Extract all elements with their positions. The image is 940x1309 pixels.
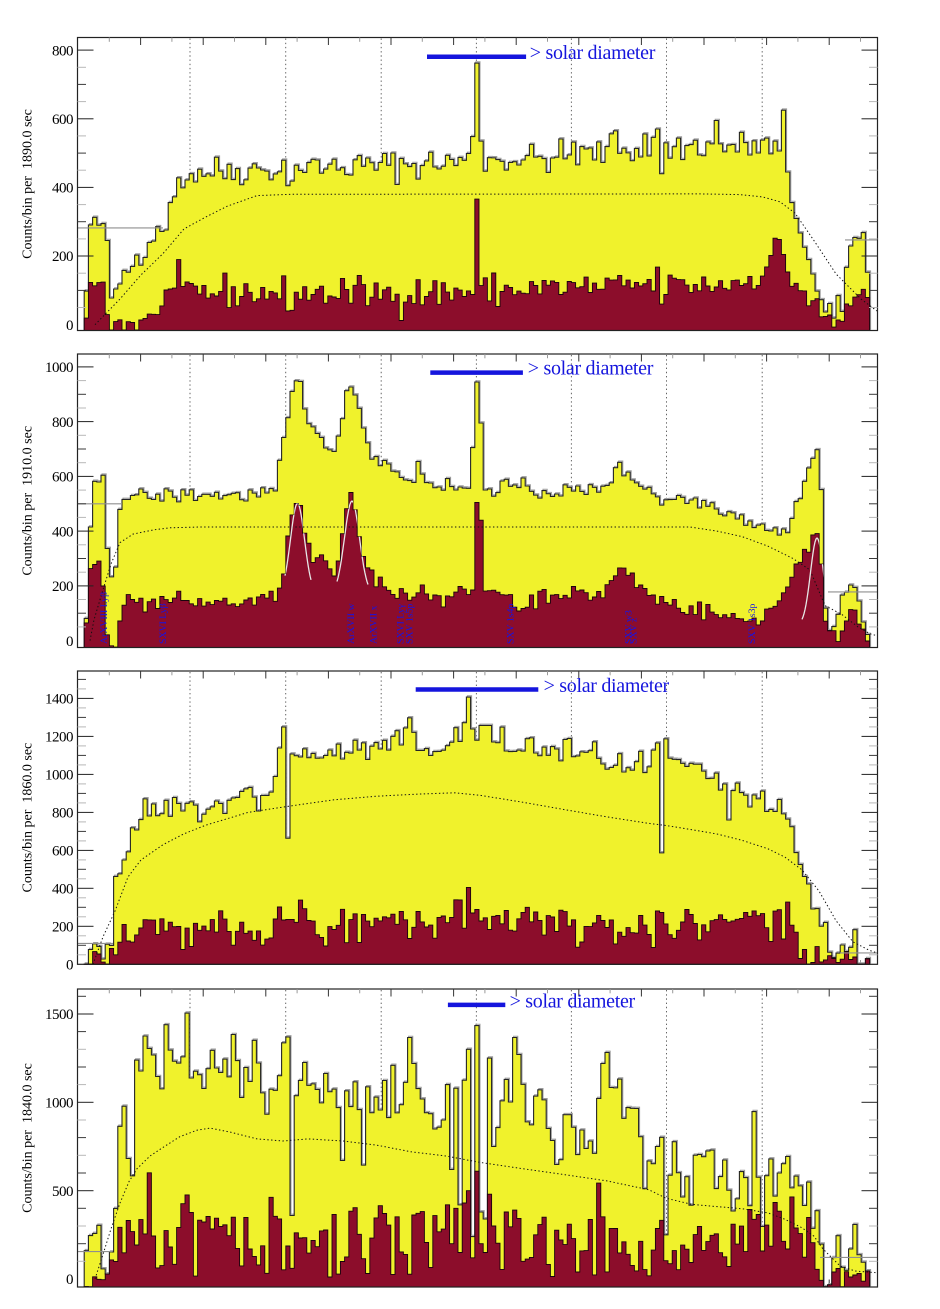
svg-text:0: 0 [66,634,73,650]
svg-text:SXV 1s3p: SXV 1s3p [747,604,758,644]
svg-text:200: 200 [52,579,73,595]
svg-text:SXVI Lyβ: SXVI Lyβ [158,603,169,644]
svg-text:Counts/bin per 1910.0 sec: Counts/bin per 1910.0 sec [21,426,36,576]
svg-text:Counts/bin per 1890.0 sec: Counts/bin per 1890.0 sec [21,109,36,259]
svg-text:0: 0 [66,318,73,334]
svg-text:ArXVIII Lyβ: ArXVIII Lyβ [99,592,110,644]
svg-text:SXV z: SXV z [629,617,640,644]
svg-text:ArXVII x: ArXVII x [369,606,380,644]
svg-text:800: 800 [52,415,73,431]
svg-text:SXV w3: SXV w3 [624,610,635,644]
svg-text:> solar diameter: > solar diameter [510,990,636,1012]
svg-text:1000: 1000 [45,360,73,376]
svg-text:SXVI Lyγ: SXVI Lyγ [396,603,407,644]
svg-text:400: 400 [52,882,73,898]
svg-text:800: 800 [52,43,73,59]
svg-text:200: 200 [52,249,73,265]
svg-text:1500: 1500 [45,1007,73,1023]
svg-text:> solar diameter: > solar diameter [528,358,654,380]
svg-text:800: 800 [52,806,73,822]
svg-text:Counts/bin per 1860.0 sec: Counts/bin per 1860.0 sec [21,743,36,893]
svg-text:200: 200 [52,920,73,936]
svg-text:0: 0 [66,1272,73,1288]
svg-text:1000: 1000 [45,1096,73,1112]
svg-text:500: 500 [52,1184,73,1200]
svg-text:ArXVII w: ArXVII w [346,603,357,644]
svg-text:0: 0 [66,958,73,974]
svg-text:400: 400 [52,524,73,540]
svg-text:1400: 1400 [45,692,73,708]
svg-text:SXV 1s5p: SXV 1s5p [405,604,416,644]
svg-text:1200: 1200 [45,730,73,746]
svg-text:> solar diameter: > solar diameter [544,675,670,697]
svg-text:400: 400 [52,181,73,197]
svg-text:Counts/bin per 1840.0 sec: Counts/bin per 1840.0 sec [21,1063,36,1213]
svg-text:600: 600 [52,112,73,128]
svg-text:600: 600 [52,470,73,486]
svg-text:SXV 1s4p: SXV 1s4p [506,604,517,644]
svg-text:1000: 1000 [45,768,73,784]
svg-text:600: 600 [52,844,73,860]
svg-text:> solar diameter: > solar diameter [530,42,656,64]
